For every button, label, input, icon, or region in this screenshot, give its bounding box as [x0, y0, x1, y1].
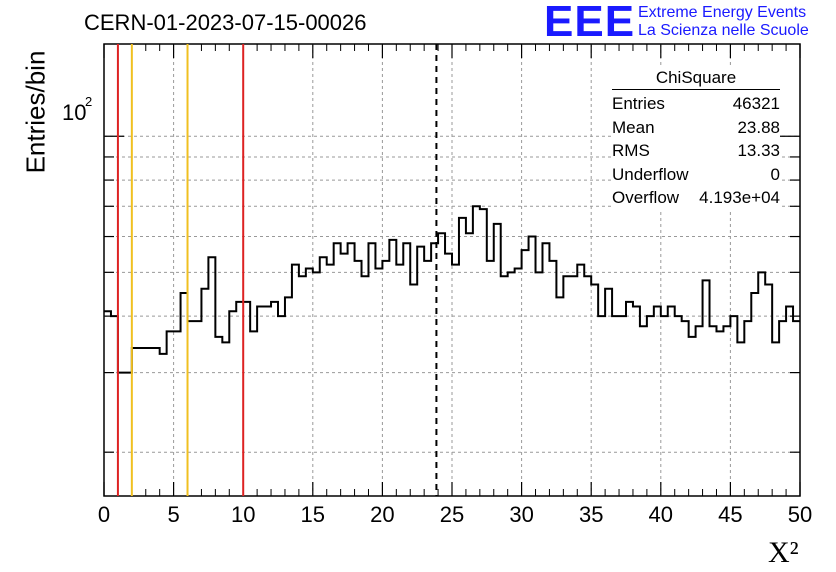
- y-tick-label-exponent: 2: [85, 94, 92, 109]
- stats-row: Entries 46321: [612, 92, 780, 116]
- x-tick-label: 20: [370, 502, 394, 527]
- x-tick-label: 10: [231, 502, 255, 527]
- x-tick-label: 25: [440, 502, 464, 527]
- stats-label: Entries: [612, 94, 665, 113]
- stats-label: Mean: [612, 117, 655, 137]
- stats-label: RMS: [612, 141, 650, 160]
- y-axis-label: Entries/bin: [20, 50, 51, 174]
- x-tick-label: 30: [509, 502, 533, 527]
- stats-row: Underflow 0: [612, 163, 780, 187]
- stats-label: Overflow: [612, 188, 680, 207]
- chart-title: CERN-01-2023-07-15-00026: [84, 10, 367, 35]
- x-tick-label: 35: [579, 502, 603, 527]
- stats-box: ChiSquare Entries 46321 Mean 23.88 RMS 13.3…: [612, 68, 780, 210]
- x-tick-label: 0: [98, 502, 110, 527]
- x-tick-labels: 0 5 10 15 20 25 30 35 40 45 50: [98, 502, 812, 527]
- stats-value: 0: [770, 164, 780, 184]
- logo-caption-line2: La Scienza nelle Scuole: [638, 22, 809, 39]
- stats-row: Overflow 4.193e+04: [612, 186, 780, 210]
- grid: [104, 44, 800, 496]
- x-axis-label: X²: [768, 536, 799, 569]
- stats-row: RMS 13.33: [612, 139, 780, 163]
- stats-value: 46321: [732, 94, 780, 113]
- stats-value: 13.33: [737, 141, 780, 160]
- reference-lines: [116, 44, 438, 496]
- x-tick-label: 50: [788, 502, 812, 527]
- stats-value: 4.193e+04: [699, 188, 780, 207]
- stats-row: Mean 23.88: [612, 116, 780, 140]
- logo-caption-line1: Extreme Energy Events: [638, 4, 807, 21]
- stats-label: Underflow: [612, 164, 689, 184]
- eee-logo: EEE: [544, 0, 636, 46]
- stats-title: ChiSquare: [612, 68, 780, 90]
- y-tick-label-100: 10: [62, 100, 86, 125]
- x-tick-label: 45: [718, 502, 742, 527]
- x-tick-label: 15: [301, 502, 325, 527]
- logo-caption: Extreme Energy Events La Scienza nelle S…: [638, 4, 809, 40]
- x-tick-label: 40: [649, 502, 673, 527]
- histogram-series: [104, 205, 800, 374]
- x-tick-label: 5: [167, 502, 179, 527]
- stats-value: 23.88: [737, 117, 780, 137]
